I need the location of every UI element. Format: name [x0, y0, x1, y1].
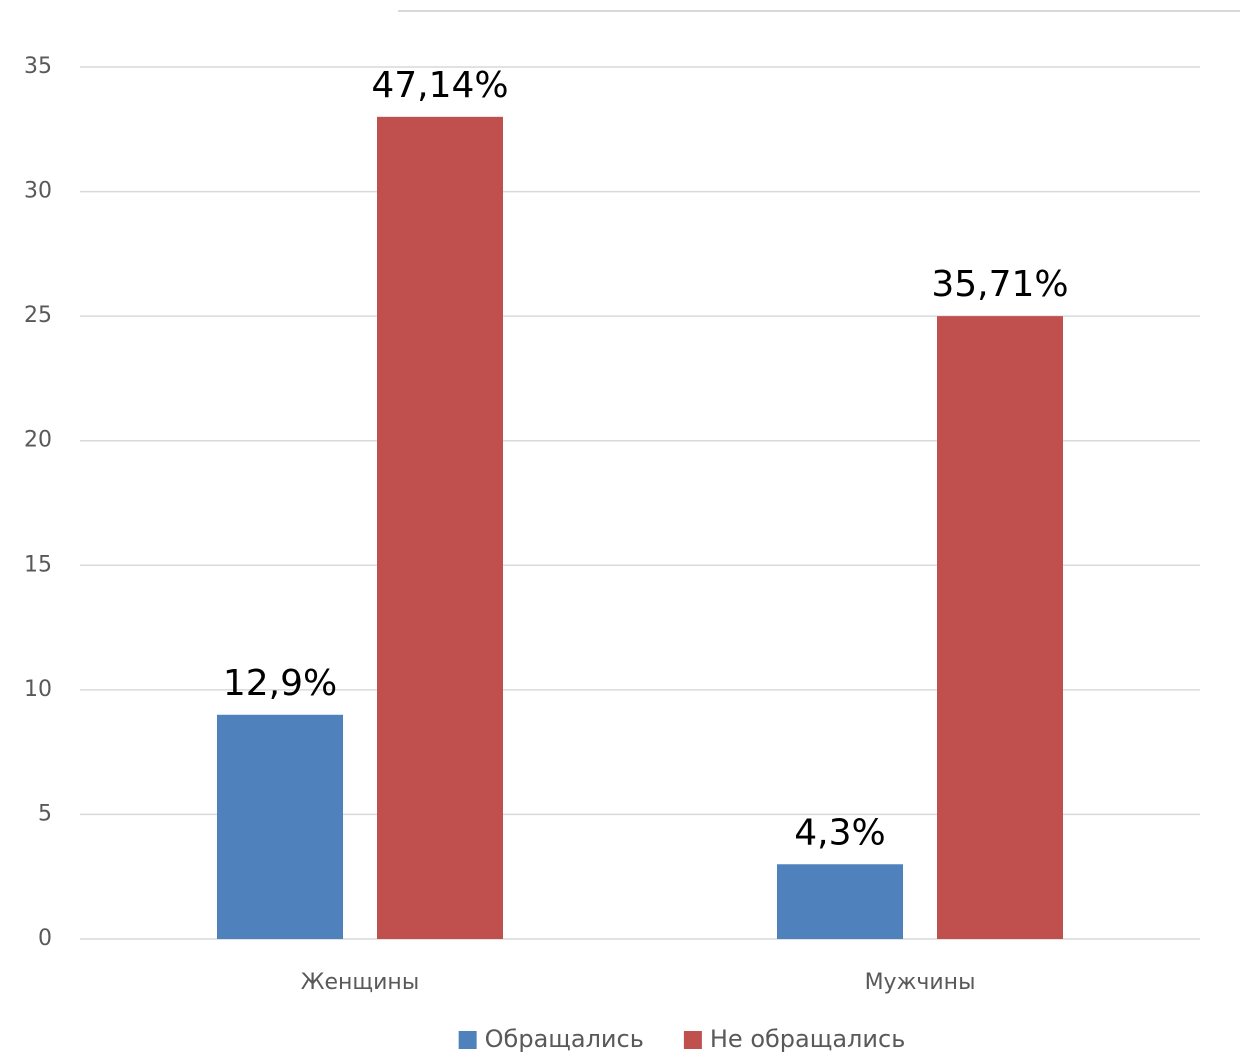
legend: Обращались Не обращались [458, 1025, 905, 1053]
y-tick-label: 10 [24, 677, 52, 702]
bar [217, 714, 343, 939]
y-axis-ticks: 0 5 10 15 20 25 30 35 [24, 54, 52, 951]
y-tick-label: 25 [24, 303, 52, 328]
y-tick-label: 0 [38, 926, 52, 951]
legend-label: Обращались [485, 1025, 644, 1053]
legend-swatch [458, 1031, 477, 1049]
y-tick-label: 20 [24, 428, 52, 453]
legend-label: Не обращались [710, 1025, 905, 1053]
bars [217, 116, 1063, 940]
y-tick-label: 30 [24, 179, 52, 204]
data-label: 4,3% [794, 812, 885, 853]
legend-swatch [683, 1031, 702, 1049]
data-label: 35,71% [931, 264, 1068, 305]
data-label: 47,14% [371, 65, 508, 106]
y-tick-label: 5 [38, 801, 52, 826]
data-label: 12,9% [223, 663, 337, 704]
data-labels: 12,9% 47,14% 4,3% 35,71% [223, 65, 1069, 853]
x-axis-categories: Женщины Мужчины [301, 970, 976, 995]
bar [777, 864, 903, 939]
category-label: Женщины [301, 970, 419, 995]
bar [937, 316, 1063, 940]
category-label: Мужчины [865, 970, 976, 995]
y-tick-label: 35 [24, 54, 52, 79]
y-tick-label: 15 [24, 552, 52, 577]
bar [377, 116, 503, 940]
